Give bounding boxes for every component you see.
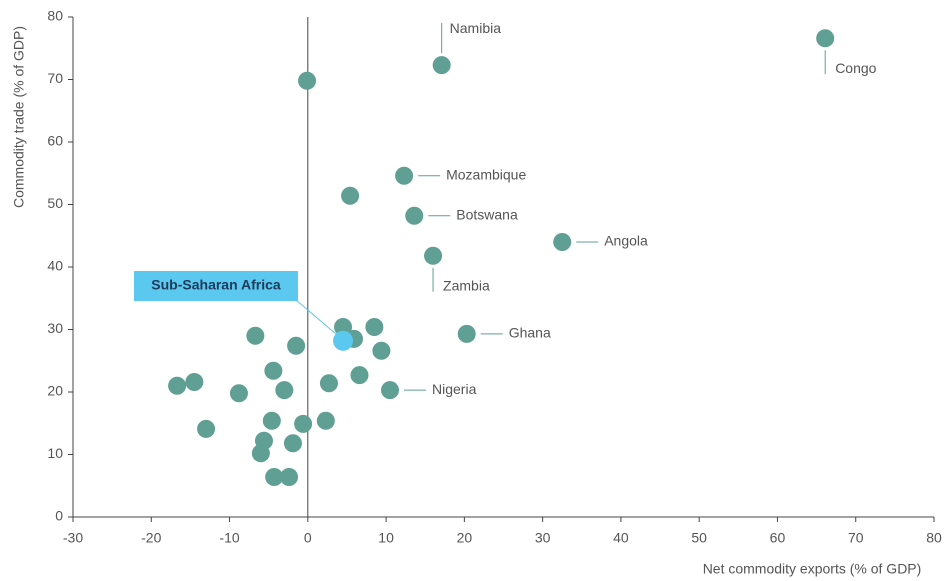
point bbox=[280, 468, 299, 486]
point bbox=[372, 341, 391, 360]
point-label: Ghana bbox=[509, 325, 551, 341]
point bbox=[319, 374, 338, 393]
point bbox=[265, 468, 284, 486]
x-tick-label: -10 bbox=[219, 530, 239, 546]
leader-line bbox=[295, 299, 339, 337]
y-tick-label: 40 bbox=[47, 258, 63, 274]
point bbox=[553, 233, 572, 251]
y-tick-label: 60 bbox=[47, 133, 63, 149]
point bbox=[341, 186, 360, 205]
y-tick-label: 80 bbox=[47, 8, 63, 24]
point bbox=[405, 206, 424, 225]
point bbox=[294, 414, 313, 433]
y-tick-label: 30 bbox=[47, 320, 63, 336]
point-label: Botswana bbox=[456, 206, 518, 222]
point bbox=[229, 384, 248, 403]
point bbox=[457, 324, 476, 343]
y-tick-label: 10 bbox=[47, 445, 63, 461]
y-tick-label: 20 bbox=[47, 383, 63, 399]
x-tick-label: 40 bbox=[613, 530, 629, 546]
x-tick-label: 30 bbox=[535, 530, 551, 546]
point-label: Zambia bbox=[443, 277, 490, 293]
point-label: Nigeria bbox=[432, 381, 477, 397]
highlight-box bbox=[134, 271, 298, 301]
x-tick-label: 70 bbox=[848, 530, 864, 546]
x-tick-label: 50 bbox=[691, 530, 707, 546]
point bbox=[283, 434, 302, 453]
x-axis-label: Net commodity exports (% of GDP) bbox=[703, 561, 922, 577]
point bbox=[168, 376, 187, 395]
y-tick-label: 0 bbox=[55, 508, 63, 524]
highlight-label: Sub-Saharan Africa bbox=[151, 277, 281, 293]
point-label: Namibia bbox=[450, 20, 502, 36]
point bbox=[424, 246, 443, 265]
point bbox=[395, 166, 414, 185]
point bbox=[298, 71, 317, 90]
point bbox=[381, 381, 400, 400]
y-axis-label: Commodity trade (% of GDP) bbox=[11, 26, 27, 208]
point bbox=[262, 411, 281, 430]
highlight-point bbox=[333, 330, 354, 351]
point bbox=[246, 326, 265, 345]
point bbox=[816, 29, 835, 48]
point bbox=[432, 56, 451, 75]
x-tick-label: 10 bbox=[378, 530, 394, 546]
x-tick-label: 80 bbox=[926, 530, 942, 546]
point bbox=[334, 318, 353, 336]
point bbox=[350, 366, 369, 385]
point-label: Angola bbox=[604, 233, 648, 249]
point-label: Mozambique bbox=[446, 166, 526, 182]
x-tick-label: -30 bbox=[63, 530, 83, 546]
point bbox=[316, 411, 335, 430]
x-tick-label: 0 bbox=[304, 530, 312, 546]
point bbox=[197, 419, 216, 438]
point bbox=[185, 373, 204, 391]
point-label: Congo bbox=[835, 60, 876, 76]
y-tick-label: 50 bbox=[47, 195, 63, 211]
point bbox=[287, 336, 306, 355]
x-tick-label: 20 bbox=[457, 530, 473, 546]
y-tick-label: 70 bbox=[47, 70, 63, 86]
point bbox=[365, 318, 384, 336]
point bbox=[264, 361, 283, 380]
x-tick-label: 60 bbox=[770, 530, 786, 546]
point bbox=[275, 381, 294, 400]
x-tick-label: -20 bbox=[141, 530, 161, 546]
point bbox=[251, 444, 270, 463]
